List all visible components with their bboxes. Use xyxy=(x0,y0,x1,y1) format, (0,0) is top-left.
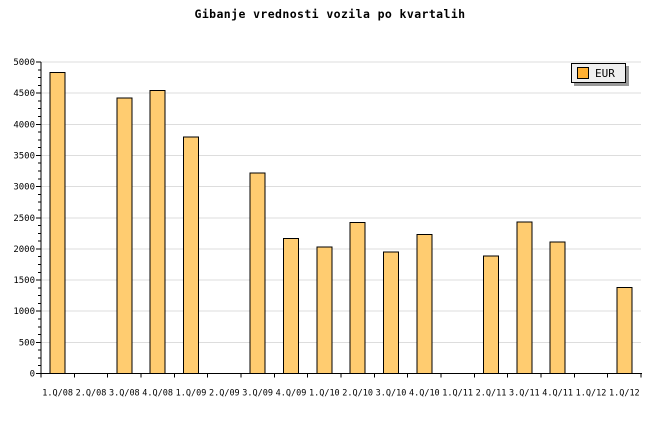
chart-title: Gibanje vrednosti vozila po kvartalih xyxy=(194,7,466,21)
x-tick-label: 1.Q/08 xyxy=(42,389,73,399)
y-tick-label: 5000 xyxy=(13,58,35,68)
x-tick-label: 2.Q/09 xyxy=(209,389,240,399)
x-tick-label: 1.Q/09 xyxy=(176,389,207,399)
bar xyxy=(283,237,299,374)
x-tick-label: 4.Q/10 xyxy=(409,389,440,399)
y-tick-label: 4000 xyxy=(13,120,35,130)
legend-box: EUR xyxy=(571,63,626,83)
bar xyxy=(316,246,333,375)
legend-swatch-icon xyxy=(577,67,589,79)
y-tick-label: 0 xyxy=(30,370,35,380)
legend-label: EUR xyxy=(595,66,615,80)
x-tick-label: 2.Q/10 xyxy=(342,389,373,399)
y-tick-label: 2500 xyxy=(13,214,35,224)
x-tick-label: 2.Q/11 xyxy=(476,389,507,399)
bar xyxy=(183,136,199,374)
bar xyxy=(616,287,633,374)
y-tick-label: 4500 xyxy=(13,89,35,99)
bar xyxy=(416,234,433,374)
bar xyxy=(483,255,499,375)
bar xyxy=(149,90,166,375)
bar xyxy=(49,72,66,374)
y-tick-label: 3500 xyxy=(13,151,35,161)
x-tick-label: 3.Q/08 xyxy=(109,389,140,399)
y-tick-label: 500 xyxy=(19,338,35,348)
y-tick-label: 3000 xyxy=(13,183,35,193)
bar xyxy=(383,251,399,374)
bar xyxy=(349,222,366,374)
y-tick-label: 2000 xyxy=(13,245,35,255)
bar xyxy=(549,241,566,374)
x-tick-label: 3.Q/11 xyxy=(509,389,540,399)
x-tick-label: 4.Q/09 xyxy=(276,389,307,399)
x-tick-label: 1.Q/11 xyxy=(442,389,473,399)
x-tick-label: 2.Q/08 xyxy=(76,389,107,399)
x-tick-label: 1.Q/10 xyxy=(309,389,340,399)
x-tick-label: 4.Q/11 xyxy=(542,389,573,399)
y-tick-label: 1000 xyxy=(13,307,35,317)
x-tick-label: 1.Q/12 xyxy=(576,389,607,399)
y-tick-label: 1500 xyxy=(13,276,35,286)
bar xyxy=(116,97,133,374)
x-tick-label: 3.Q/09 xyxy=(242,389,273,399)
x-tick-label: 3.Q/10 xyxy=(376,389,407,399)
bar xyxy=(249,172,266,374)
bar xyxy=(516,221,533,374)
x-tick-label: 1.Q/12 xyxy=(609,389,640,399)
x-tick-label: 4.Q/08 xyxy=(142,389,173,399)
